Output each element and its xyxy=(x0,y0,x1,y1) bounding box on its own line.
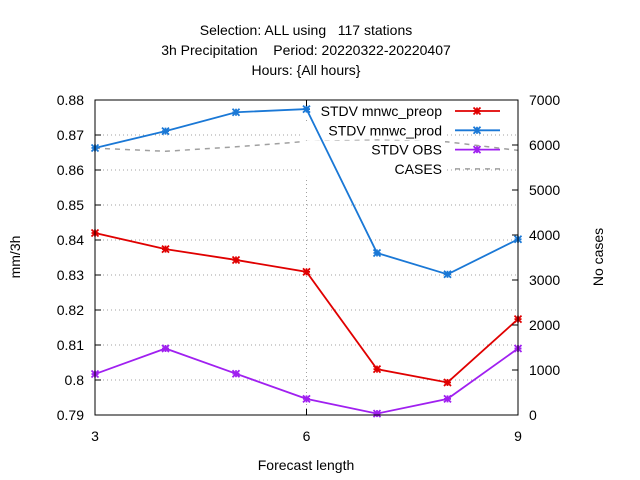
axes: 0.79 0.8 0.81 0.82 0.83 0.84 0.85 0.86 0.87 0.88 0… xyxy=(57,92,561,444)
x-tick-label: 6 xyxy=(303,428,311,444)
y-tick-label: 0.82 xyxy=(57,302,84,318)
data-point xyxy=(443,270,452,279)
y2-tick-label: 6000 xyxy=(529,137,560,153)
chart-title: Selection: ALL using 117 stations 3h Prec… xyxy=(161,22,451,78)
x-tick-label: 3 xyxy=(91,428,99,444)
y-tick-label: 0.87 xyxy=(57,127,84,143)
y2-tick-label: 7000 xyxy=(529,92,560,108)
data-point xyxy=(372,409,382,418)
legend-background xyxy=(300,159,445,177)
y-tick-label: 0.84 xyxy=(57,232,84,248)
y2-tick-label: 4000 xyxy=(529,227,560,243)
y2-axis-label: No cases xyxy=(590,228,606,286)
data-point xyxy=(302,267,311,276)
y-tick-label: 0.85 xyxy=(57,197,84,213)
title-line: 3h Precipitation Period: 20220322-202204… xyxy=(161,42,451,58)
y2-tick-label: 2000 xyxy=(529,317,560,333)
data-point xyxy=(302,104,311,114)
x-axis-label: Forecast length xyxy=(258,457,355,473)
data-point xyxy=(231,255,241,265)
legend-label: STDV mnwc_preop xyxy=(321,103,443,119)
data-point xyxy=(372,248,382,258)
y2-tick-label: 5000 xyxy=(529,182,560,198)
data-point xyxy=(161,244,170,254)
legend-label: CASES xyxy=(395,161,442,177)
data-point xyxy=(161,344,170,353)
y-tick-label: 0.81 xyxy=(57,337,84,353)
data-point xyxy=(472,145,482,154)
y2-tick-label: 0 xyxy=(529,407,537,423)
x-tick-label: 9 xyxy=(514,428,522,444)
data-point xyxy=(372,365,382,374)
y-tick-label: 0.83 xyxy=(57,267,84,283)
data-point xyxy=(472,106,482,116)
legend-background xyxy=(300,102,445,119)
series-layer xyxy=(90,104,523,418)
data-point xyxy=(231,108,241,117)
data-point xyxy=(231,369,241,378)
y-tick-label: 0.79 xyxy=(57,407,84,423)
legend-label: STDV OBS xyxy=(371,142,442,158)
legend: STDV mnwc_preop STDV mnwc_prod STDV OBS CAS… xyxy=(300,102,500,177)
y2-tick-label: 3000 xyxy=(529,272,560,288)
title-line: Hours: {All hours} xyxy=(252,62,361,78)
data-point xyxy=(302,394,311,404)
data-point xyxy=(472,126,482,135)
y-tick-label: 0.8 xyxy=(65,372,85,388)
legend-background xyxy=(300,140,445,158)
data-point xyxy=(443,378,452,387)
data-point xyxy=(443,394,452,404)
title-line: Selection: ALL using 117 stations xyxy=(200,22,412,38)
series-line xyxy=(94,347,519,415)
data-point xyxy=(161,127,170,136)
y-tick-label: 0.88 xyxy=(57,92,84,108)
legend-label: STDV mnwc_prod xyxy=(328,122,442,138)
y-axis-label: mm/3h xyxy=(7,236,23,279)
legend-background xyxy=(300,121,445,139)
y-tick-label: 0.86 xyxy=(57,162,84,178)
y2-tick-label: 1000 xyxy=(529,362,560,378)
